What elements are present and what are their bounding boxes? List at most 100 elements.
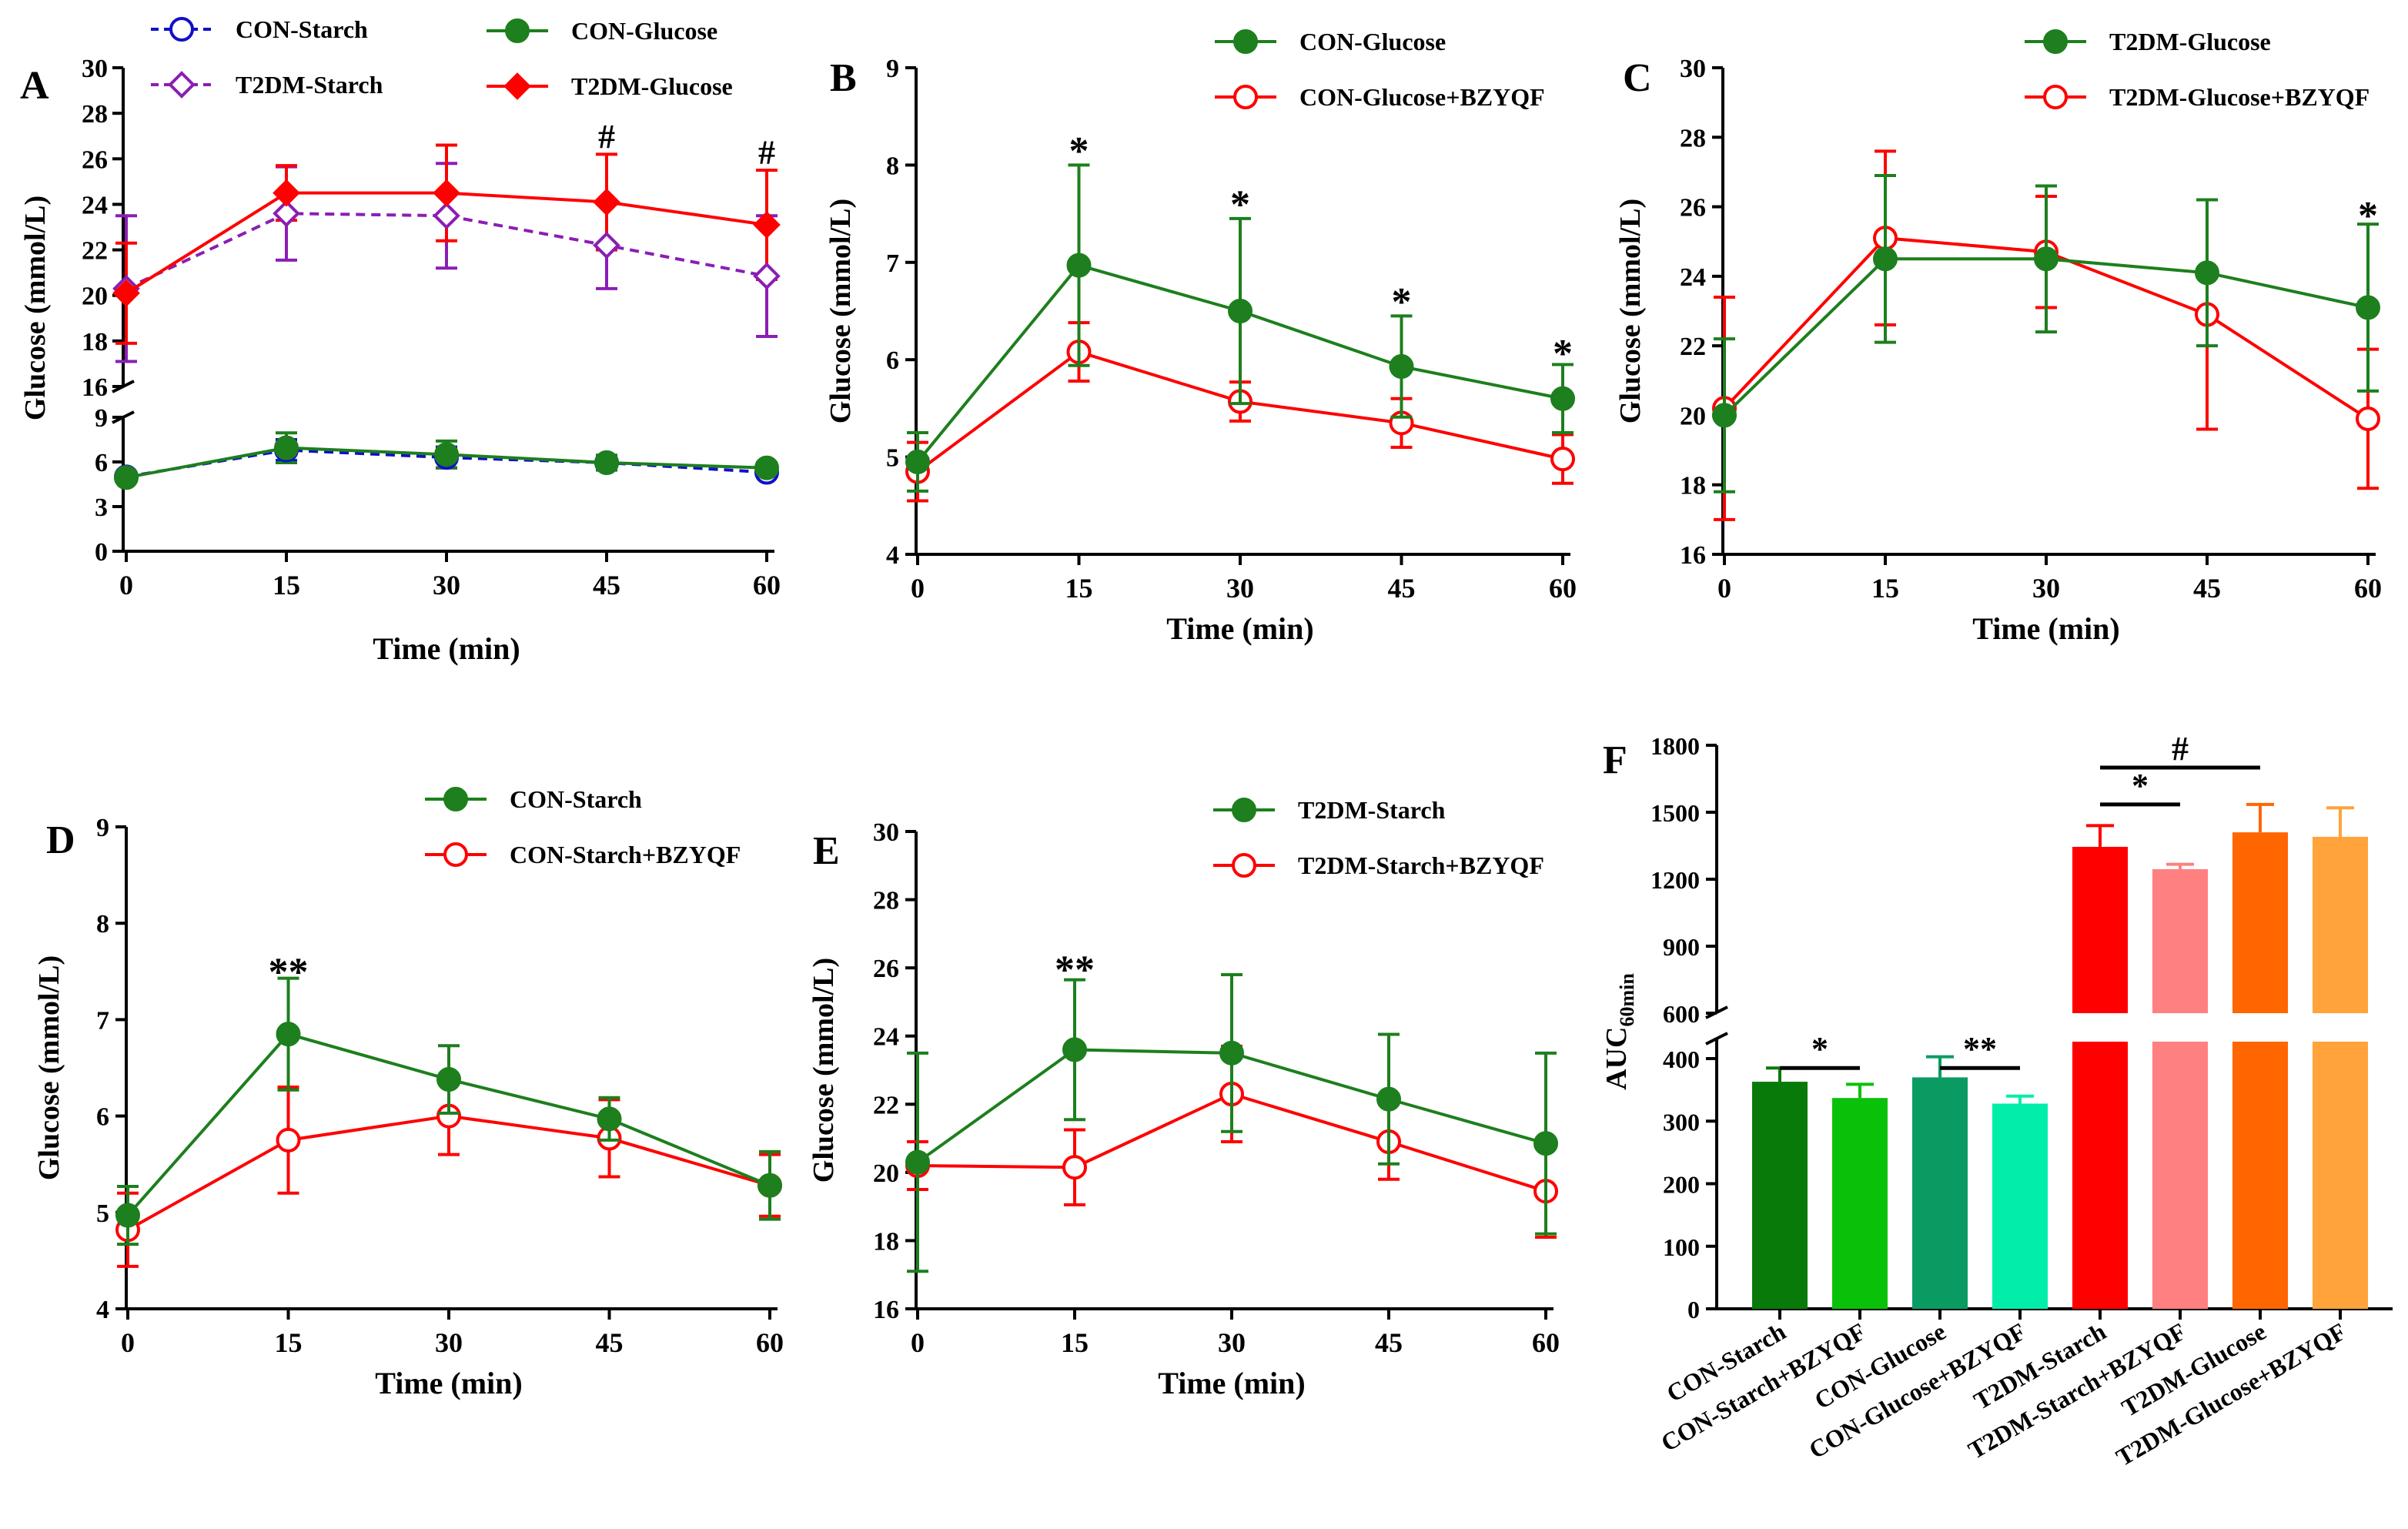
y-tick-label: 16 — [82, 373, 108, 402]
legend-label-con-glucose-bzyqf: CON-Glucose+BZYQF — [1299, 83, 1545, 111]
x-tick-label: 60 — [2354, 573, 2382, 604]
x-tick-label: 15 — [1871, 573, 1899, 604]
legend-label-t2dm-glucose-bzyqf: T2DM-Glucose+BZYQF — [2109, 83, 2370, 111]
x-tick-label: 60 — [1532, 1327, 1560, 1358]
x-tick-label: 15 — [1065, 573, 1093, 604]
legend-label-con-glucose: CON-Glucose — [1299, 28, 1446, 55]
y-axis-title: Glucose (mmol/L) — [808, 958, 840, 1183]
data-point-t2dm-starch-0 — [905, 1149, 930, 1175]
significance-mark: ** — [1055, 949, 1095, 992]
y-tick-label: 6 — [95, 449, 108, 477]
y-tick-label: 0 — [95, 538, 108, 567]
data-point-t2dm-starch-45 — [1376, 1086, 1401, 1112]
x-tick-label: 30 — [433, 570, 460, 601]
bar-con-glucose — [1912, 1077, 1968, 1309]
y-axis-title-subscript: 60min — [1616, 973, 1638, 1027]
legend-marker-con-starch — [169, 17, 194, 42]
y-tick-label: 28 — [1680, 124, 1706, 152]
y-tick-label: 7 — [886, 249, 899, 278]
y-tick-label: 26 — [82, 146, 108, 174]
y-axis-title: Glucose (mmol/L) — [19, 196, 52, 420]
x-tick-label: 60 — [753, 570, 781, 601]
bar-lower-t2dm-glucose-bzyqf — [2313, 1042, 2368, 1309]
legend-marker-con-glucose — [505, 18, 530, 43]
data-point-t2dm-starch-15 — [1062, 1037, 1087, 1062]
y-axis-title: Glucose (mmol/L) — [33, 955, 65, 1180]
y-tick-label: 28 — [82, 100, 108, 129]
significance-mark: * — [2132, 767, 2149, 805]
y-tick-label: 24 — [873, 1023, 899, 1052]
y-tick-label: 600 — [1663, 1000, 1700, 1028]
data-point-t2dm-glucose-45 — [593, 188, 620, 216]
data-point-con-glucose-45 — [594, 450, 619, 475]
panel-label-e: E — [813, 829, 840, 873]
y-tick-label: 24 — [82, 191, 108, 219]
legend-label-con-starch-bzyqf: CON-Starch+BZYQF — [510, 841, 741, 868]
legend-label-con-starch: CON-Starch — [510, 785, 642, 813]
y-tick-label: 20 — [82, 283, 108, 311]
y-tick-label: 1800 — [1650, 732, 1700, 760]
significance-mark: * — [1553, 332, 1573, 376]
panel-f-chart: 0100200300400600900120015001800AUC60minC… — [1600, 730, 2393, 1471]
y-tick-label: 4 — [96, 1296, 109, 1324]
data-point-con-glucose-0 — [905, 449, 930, 474]
y-tick-label: 24 — [1680, 263, 1706, 292]
y-tick-label: 7 — [96, 1006, 109, 1035]
x-tick-label: 60 — [756, 1327, 784, 1358]
y-tick-label: 18 — [82, 328, 108, 356]
panel-e-chart: 16 18 20 22 24 26 28 30 0 15 30 45 60 Time (min) Gluco… — [808, 796, 1560, 1400]
x-axis-title: Time (min) — [1972, 611, 2119, 646]
legend-marker-t2dm-glucose-bzyqf — [2043, 85, 2068, 109]
x-tick-label: 30 — [1226, 573, 1254, 604]
significance-mark: ** — [1963, 1030, 1997, 1068]
data-point-con-glucose-30 — [434, 442, 459, 467]
data-point-t2dm-glucose-15 — [1873, 246, 1898, 272]
data-point-t2dm-starch-30 — [1219, 1040, 1244, 1066]
significance-mark: # — [758, 133, 775, 171]
data-point-t2dm-glucose-bzyqf-60 — [2356, 406, 2380, 431]
significance-mark: ** — [269, 951, 309, 995]
legend-marker-t2dm-starch-bzyqf — [1232, 853, 1256, 878]
y-tick-label: 30 — [1680, 55, 1706, 83]
data-point-con-glucose-60 — [754, 455, 779, 480]
x-tick-label: 0 — [911, 573, 925, 604]
data-point-con-glucose-0 — [114, 465, 139, 490]
data-point-t2dm-glucose-60 — [753, 211, 781, 239]
y-tick-label: 1200 — [1650, 866, 1700, 894]
legend-label-con-starch: CON-Starch — [236, 15, 368, 43]
data-point-t2dm-glucose-0 — [112, 279, 140, 307]
data-point-con-glucose-15 — [274, 435, 299, 460]
y-tick-label: 20 — [873, 1159, 899, 1188]
y-tick-label: 20 — [1680, 402, 1706, 430]
significance-mark: * — [1069, 129, 1089, 173]
y-tick-label: 8 — [96, 910, 109, 938]
legend-marker-con-glucose-bzyqf — [1233, 85, 1258, 109]
y-tick-label: 900 — [1663, 933, 1700, 961]
panel-a-chart: 16 18 20 22 24 26 28 30 0 3 6 9 0 15 30 45 60 Time (min) G… — [19, 15, 781, 666]
y-axis-title: Glucose (mmol/L) — [824, 199, 857, 423]
data-point-con-starch-15 — [276, 1022, 301, 1047]
data-point-t2dm-glucose-30 — [433, 179, 460, 207]
data-point-t2dm-glucose-45 — [2195, 260, 2219, 286]
y-tick-label: 400 — [1663, 1046, 1700, 1073]
y-axis-title: AUC60min — [1600, 973, 1638, 1090]
legend-marker-con-starch-bzyqf — [443, 842, 468, 867]
data-point-con-starch-45 — [597, 1106, 622, 1132]
x-axis-title: Time (min) — [373, 631, 520, 666]
panel-label-c: C — [1623, 56, 1652, 100]
data-point-t2dm-starch-bzyqf-15 — [1062, 1155, 1087, 1180]
y-tick-label: 16 — [1680, 541, 1706, 570]
significance-mark: * — [1811, 1030, 1828, 1068]
data-point-con-glucose-60 — [1550, 386, 1575, 411]
y-tick-label: 28 — [873, 887, 899, 915]
legend-marker-t2dm-glucose — [503, 72, 531, 100]
y-tick-label: 18 — [873, 1227, 899, 1256]
legend-label-t2dm-starch: T2DM-Starch — [236, 71, 383, 99]
y-tick-label: 22 — [873, 1091, 899, 1119]
x-tick-label: 30 — [2032, 573, 2060, 604]
panel-label-d: D — [46, 818, 75, 862]
legend-label-t2dm-starch-bzyqf: T2DM-Starch+BZYQF — [1298, 851, 1544, 879]
bar-upper-t2dm-starch-bzyqf — [2152, 868, 2208, 1013]
data-point-con-starch-bzyqf-15 — [276, 1127, 301, 1153]
